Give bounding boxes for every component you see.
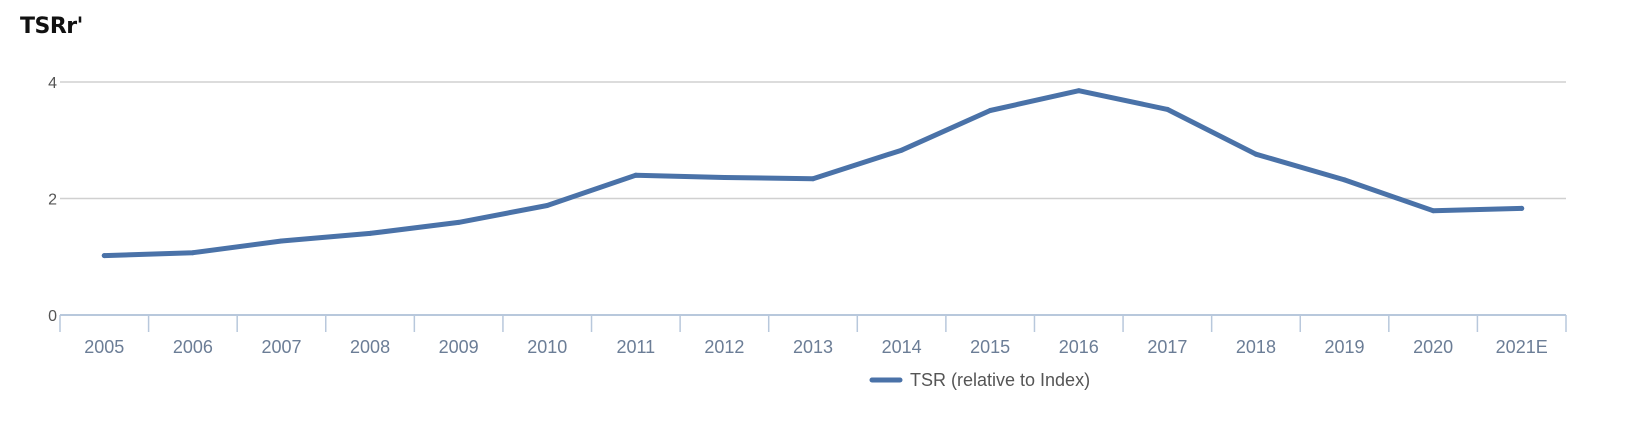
y-axis-ticks: 0 2 4 <box>48 75 57 325</box>
x-tick-label: 2018 <box>1236 337 1276 357</box>
data-point[interactable] <box>544 203 550 208</box>
x-tick-label: 2007 <box>261 337 301 357</box>
x-axis: 2005 2006 2007 2008 2009 2010 2011 2012 2013 2014… <box>59 314 1567 357</box>
data-point[interactable] <box>279 238 284 244</box>
legend[interactable]: TSR (relative to Index) <box>869 370 1090 390</box>
legend-label[interactable]: TSR (relative to Index) <box>910 370 1090 390</box>
y-tick-label: 2 <box>48 192 57 209</box>
data-point[interactable] <box>633 172 639 178</box>
data-point[interactable] <box>1519 205 1525 211</box>
data-point[interactable] <box>1253 151 1259 157</box>
series-layer <box>101 88 1525 259</box>
data-point[interactable] <box>1430 208 1436 214</box>
chart-title: TSRr' <box>20 14 83 39</box>
x-tick-label: 2011 <box>616 337 655 357</box>
data-point[interactable] <box>1164 106 1170 112</box>
data-point[interactable] <box>810 176 816 182</box>
x-tick-label: 2015 <box>970 337 1010 357</box>
x-tick-label: 2017 <box>1147 337 1187 357</box>
data-point[interactable] <box>367 230 373 236</box>
series-line-0[interactable] <box>101 88 1525 259</box>
y-tick-label: 4 <box>48 75 57 92</box>
data-point[interactable] <box>721 175 727 180</box>
grid-lines <box>60 81 1566 200</box>
x-tick-label: 2021E <box>1496 337 1548 357</box>
x-tick-label: 2020 <box>1413 337 1453 357</box>
x-tick-label: 2008 <box>350 337 390 357</box>
x-tick-label: 2019 <box>1325 337 1365 357</box>
data-point[interactable] <box>987 108 993 113</box>
data-point[interactable] <box>101 253 107 259</box>
x-tick-label: 2006 <box>173 337 213 357</box>
y-tick-label: 0 <box>48 308 57 325</box>
x-tick-label: 2012 <box>704 337 744 357</box>
data-point[interactable] <box>1342 177 1347 183</box>
x-tick-label: 2013 <box>793 337 833 357</box>
data-point[interactable] <box>1076 88 1082 94</box>
data-point[interactable] <box>456 219 462 225</box>
x-tick-label: 2016 <box>1059 337 1099 357</box>
x-tick-label: 2010 <box>527 337 567 357</box>
data-point[interactable] <box>190 250 196 256</box>
x-tick-label: 2014 <box>882 337 922 357</box>
x-tick-label: 2009 <box>439 337 479 357</box>
x-tick-label: 2005 <box>84 337 124 357</box>
data-point[interactable] <box>899 147 905 153</box>
